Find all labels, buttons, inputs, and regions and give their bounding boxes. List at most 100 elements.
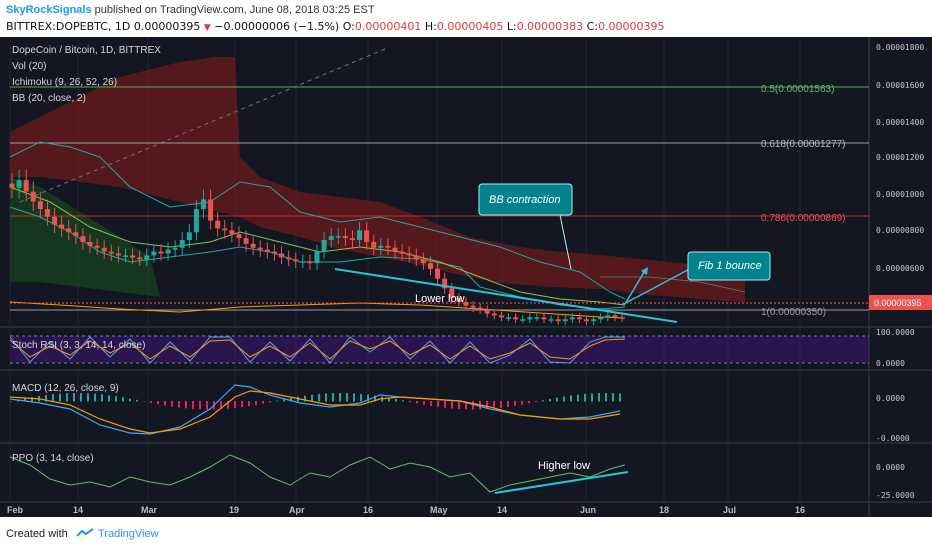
candle-body [23, 180, 29, 192]
macd-hist-bar [227, 401, 229, 409]
ppo-tick-label: 0.0000 [876, 463, 905, 472]
fib-0.618-label: 0.618(0.00001277) [761, 139, 846, 150]
macd-hist-bar [591, 393, 593, 402]
symbol-line: BITTREX:DOPEBTC, 1D 0.00000395 ▼ −0.0000… [6, 20, 665, 33]
author-name[interactable]: SkyRockSignals [6, 4, 92, 16]
macd-hist-bar [332, 393, 334, 402]
macd-hist-bar [556, 397, 558, 402]
fib-0.786-label: 0.786(0.00000869) [761, 213, 846, 224]
candle-body [243, 238, 249, 244]
candle-body [186, 232, 192, 240]
low-label: L: [506, 20, 517, 33]
macd-hist-bar [199, 401, 201, 410]
ppo-legend[interactable]: PPO (3, 14, close) [12, 453, 94, 464]
dashed-trend-line [19, 48, 386, 203]
candle-body [122, 255, 128, 257]
macd-hist-bar [367, 394, 369, 402]
macd-hist-bar [346, 393, 348, 402]
callout-pointer [559, 214, 572, 270]
candle-body [101, 247, 107, 252]
macd-hist-bar [451, 401, 453, 409]
macd-hist-bar [612, 393, 614, 402]
candle-body [449, 288, 455, 298]
macd-hist-bar [577, 394, 579, 402]
macd-hist-bar [584, 393, 586, 402]
macd-hist-bar [486, 401, 488, 410]
macd-hist-bar [122, 397, 124, 402]
candle-body [364, 230, 370, 242]
bb-upper [9, 141, 626, 300]
candle-body [222, 228, 228, 231]
candle-body [576, 317, 582, 320]
macd-hist-bar [129, 398, 131, 402]
y-tick-label: 0.00001000 [876, 190, 924, 199]
candle-body [598, 317, 604, 320]
x-tick-label: May [430, 505, 448, 515]
macd-tick-label: -0.0000 [876, 434, 910, 443]
indicator-ichimoku[interactable]: Ichimoku (9, 26, 52, 26) [12, 77, 117, 88]
candle-body [534, 317, 540, 319]
macd-hist-bar [66, 393, 68, 402]
x-tick-label: 14 [497, 505, 507, 515]
candle-body [44, 209, 50, 217]
fib-bounce-callout[interactable] [687, 251, 771, 281]
bounce-arrow [624, 268, 647, 305]
macd-hist-bar [150, 401, 152, 404]
low-value: 0.00000383 [516, 20, 584, 33]
macd-hist-bar [353, 393, 355, 402]
indicator-vol[interactable]: Vol (20) [12, 61, 46, 72]
macd-legend[interactable]: MACD (12, 26, close, 9) [12, 383, 119, 394]
macd-hist-bar [164, 401, 166, 406]
ichimoku-lagging [9, 186, 626, 306]
macd-hist-bar [395, 398, 397, 402]
current-price: 0.00000395 [133, 20, 201, 33]
macd-hist-bar [388, 397, 390, 402]
macd-hist-bar [185, 401, 187, 409]
created-with-text: Created with [6, 528, 68, 540]
macd-hist-bar [276, 400, 278, 402]
last-price-value: 0.00000395 [874, 298, 922, 308]
candle-body [80, 236, 86, 242]
bb-contraction-label: BB contraction [489, 194, 561, 206]
ppo-tick-label: -25.0000 [876, 491, 915, 500]
candles-group [9, 169, 625, 325]
candle-body [392, 247, 398, 252]
higher-low-label: Higher low [538, 460, 590, 472]
candle-body [335, 236, 341, 238]
bb-contraction-callout[interactable] [478, 183, 573, 216]
x-tick-label: Mar [141, 505, 158, 515]
macd-hist-bar [24, 398, 26, 402]
macd-hist-bar [570, 395, 572, 402]
candle-body [208, 199, 214, 221]
macd-hist-bar [409, 401, 411, 403]
macd-hist-bar [262, 401, 264, 404]
candle-body [16, 180, 22, 188]
candle-body [229, 230, 235, 235]
macd-hist-bar [465, 401, 467, 410]
candle-body [463, 301, 469, 306]
chart-area[interactable]: 0.5(0.00001563) 0.618(0.00001277) 0.786(… [0, 37, 932, 517]
macd-hist-bar [605, 393, 607, 402]
macd-hist-bar [143, 401, 145, 402]
ichimoku-base [9, 301, 626, 319]
candle-body [37, 201, 43, 210]
tradingview-brand[interactable]: TradingView [98, 528, 159, 540]
candle-body [548, 319, 554, 321]
time-axis: Feb 14 Mar 19 Apr 16 May 14 Jun 18 Jul 1… [7, 505, 805, 515]
candle-body [172, 247, 178, 250]
candle-body [158, 251, 164, 254]
indicator-bb[interactable]: BB (20, close, 2) [12, 93, 86, 104]
x-tick-label: Jun [580, 505, 596, 515]
ichimoku-spanb [600, 276, 746, 293]
macd-hist-bar [514, 401, 516, 406]
candle-body [9, 183, 15, 188]
macd-hist-bar [549, 398, 551, 402]
candle-body [605, 315, 611, 318]
macd-hist-bar [80, 393, 82, 402]
candle-body [66, 228, 72, 233]
stoch-rsi-legend[interactable]: Stoch RSI (3, 3, 14, 14, close) [12, 340, 145, 351]
candle-body [456, 298, 462, 302]
footer: Created with TradingView [0, 518, 932, 550]
candle-body [413, 255, 419, 260]
candle-body [179, 240, 185, 248]
